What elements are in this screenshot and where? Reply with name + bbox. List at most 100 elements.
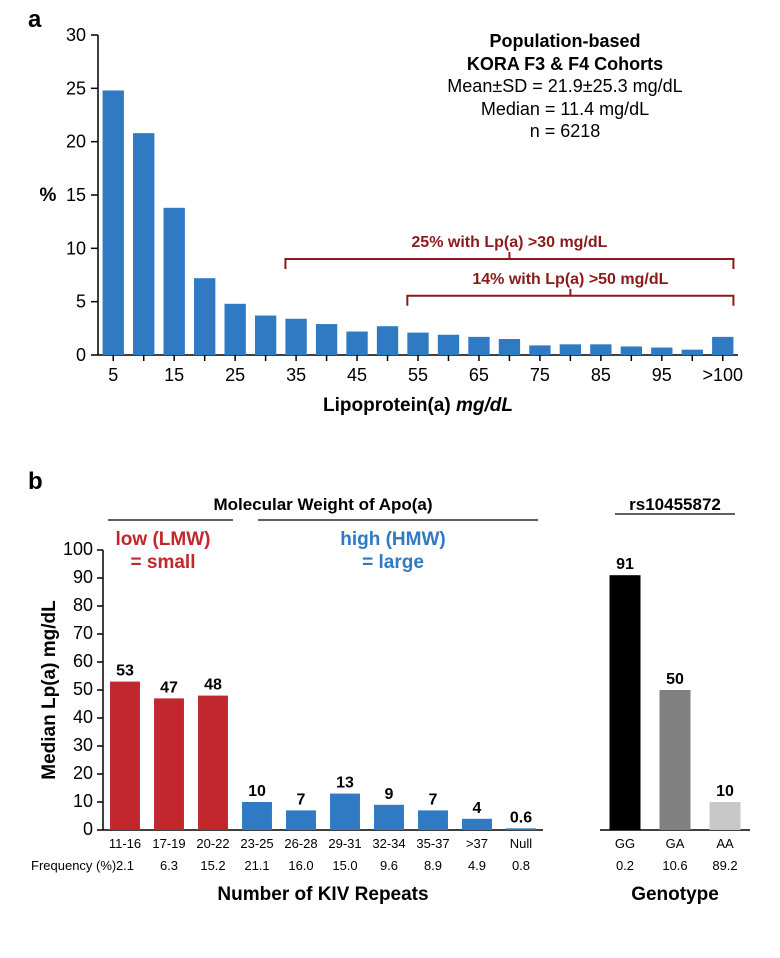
- svg-text:= small: = small: [131, 552, 196, 573]
- svg-text:Null: Null: [510, 836, 533, 851]
- svg-text:16.0: 16.0: [288, 858, 313, 873]
- svg-text:AA: AA: [716, 836, 734, 851]
- bar: [103, 90, 124, 355]
- svg-text:6.3: 6.3: [160, 858, 178, 873]
- svg-text:%: %: [40, 185, 57, 206]
- svg-text:low (LMW): low (LMW): [116, 529, 211, 550]
- svg-text:= large: = large: [362, 552, 424, 573]
- bar: [529, 345, 550, 355]
- svg-text:32-34: 32-34: [372, 836, 405, 851]
- svg-text:10: 10: [248, 783, 266, 800]
- svg-text:29-31: 29-31: [328, 836, 361, 851]
- svg-text:4: 4: [473, 800, 482, 817]
- bar: [651, 348, 672, 355]
- svg-text:25% with Lp(a) >30 mg/dL: 25% with Lp(a) >30 mg/dL: [411, 234, 607, 251]
- panel-a-info: Population-based KORA F3 & F4 Cohorts Me…: [395, 30, 735, 143]
- svg-text:9: 9: [385, 786, 394, 803]
- svg-text:91: 91: [616, 556, 634, 573]
- bar: [198, 696, 228, 830]
- svg-text:14% with Lp(a) >50 mg/dL: 14% with Lp(a) >50 mg/dL: [472, 271, 668, 288]
- svg-text:0.6: 0.6: [510, 809, 532, 826]
- svg-text:0.8: 0.8: [512, 858, 530, 873]
- svg-text:0.2: 0.2: [616, 858, 634, 873]
- svg-text:Median Lp(a) mg/dL: Median Lp(a) mg/dL: [39, 600, 60, 780]
- svg-text:30: 30: [66, 25, 86, 45]
- svg-text:10: 10: [716, 783, 734, 800]
- svg-text:40: 40: [73, 707, 93, 727]
- svg-text:Number of KIV Repeats: Number of KIV Repeats: [217, 884, 428, 905]
- bar: [164, 208, 185, 355]
- svg-text:48: 48: [204, 677, 222, 694]
- svg-text:7: 7: [429, 791, 438, 808]
- svg-text:60: 60: [73, 651, 93, 671]
- svg-text:25: 25: [225, 365, 245, 385]
- bar: [286, 810, 316, 830]
- svg-text:2.1: 2.1: [116, 858, 134, 873]
- bar: [110, 682, 140, 830]
- svg-text:rs10455872: rs10455872: [629, 495, 721, 514]
- svg-text:GA: GA: [666, 836, 685, 851]
- svg-text:0: 0: [76, 345, 86, 365]
- panel-b-left-chart: Molecular Weight of Apo(a)low (LMW)= sma…: [28, 490, 568, 950]
- svg-text:35-37: 35-37: [416, 836, 449, 851]
- svg-text:13: 13: [336, 775, 354, 792]
- svg-text:15.2: 15.2: [200, 858, 225, 873]
- svg-text:high (HMW): high (HMW): [340, 529, 446, 550]
- bar: [660, 690, 691, 830]
- info-line5: n = 6218: [395, 120, 735, 143]
- bar: [682, 350, 703, 355]
- svg-text:4.9: 4.9: [468, 858, 486, 873]
- svg-text:47: 47: [160, 679, 178, 696]
- svg-text:55: 55: [408, 365, 428, 385]
- svg-text:10.6: 10.6: [662, 858, 687, 873]
- svg-text:9.6: 9.6: [380, 858, 398, 873]
- bar: [506, 828, 536, 830]
- svg-text:23-25: 23-25: [240, 836, 273, 851]
- svg-text:Molecular Weight of Apo(a): Molecular Weight of Apo(a): [213, 495, 432, 514]
- svg-text:15.0: 15.0: [332, 858, 357, 873]
- info-line2: KORA F3 & F4 Cohorts: [395, 53, 735, 76]
- svg-text:20: 20: [73, 763, 93, 783]
- bar: [154, 698, 184, 830]
- svg-text:35: 35: [286, 365, 306, 385]
- svg-text:21.1: 21.1: [244, 858, 269, 873]
- svg-text:53: 53: [116, 663, 134, 680]
- svg-text:5: 5: [108, 365, 118, 385]
- bar: [610, 575, 641, 830]
- svg-text:5: 5: [76, 292, 86, 312]
- svg-text:Genotype: Genotype: [631, 884, 719, 905]
- bar: [224, 304, 245, 355]
- svg-text:70: 70: [73, 623, 93, 643]
- svg-text:15: 15: [164, 365, 184, 385]
- bar: [407, 333, 428, 355]
- svg-text:89.2: 89.2: [712, 858, 737, 873]
- svg-text:Lipoprotein(a) mg/dL: Lipoprotein(a) mg/dL: [323, 395, 513, 416]
- bar: [499, 339, 520, 355]
- svg-text:30: 30: [73, 735, 93, 755]
- bar: [438, 335, 459, 355]
- bar: [621, 346, 642, 355]
- svg-text:0: 0: [83, 819, 93, 839]
- svg-text:85: 85: [591, 365, 611, 385]
- svg-text:25: 25: [66, 78, 86, 98]
- svg-text:15: 15: [66, 185, 86, 205]
- bar: [194, 278, 215, 355]
- svg-text:10: 10: [73, 791, 93, 811]
- bar: [242, 802, 272, 830]
- bar: [590, 344, 611, 355]
- svg-text:50: 50: [666, 671, 684, 688]
- svg-text:50: 50: [73, 679, 93, 699]
- bar: [560, 344, 581, 355]
- bar: [710, 802, 741, 830]
- svg-text:45: 45: [347, 365, 367, 385]
- bar: [374, 805, 404, 830]
- bar: [316, 324, 337, 355]
- bar: [330, 794, 360, 830]
- panel-b-right-chart: rs1045587291GG0.250GA10.610AA89.2Genotyp…: [580, 490, 770, 950]
- svg-text:65: 65: [469, 365, 489, 385]
- bar: [133, 133, 154, 355]
- svg-text:80: 80: [73, 595, 93, 615]
- info-line3: Mean±SD = 21.9±25.3 mg/dL: [395, 75, 735, 98]
- info-line1: Population-based: [395, 30, 735, 53]
- svg-text:20-22: 20-22: [196, 836, 229, 851]
